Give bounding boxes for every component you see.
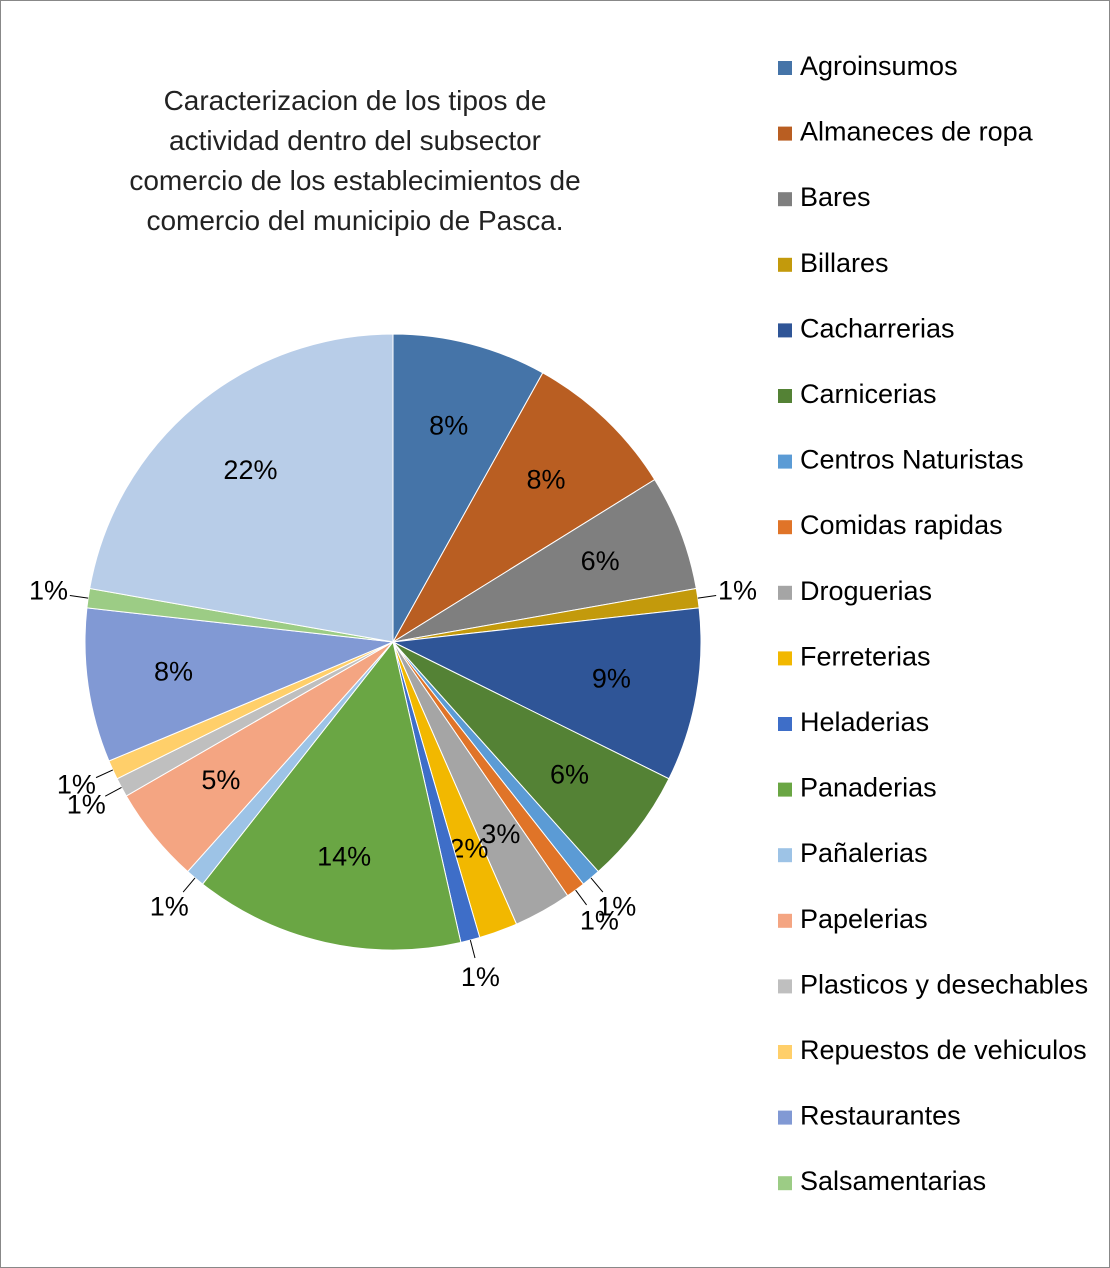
legend-swatch [778,913,792,928]
legend-label: Plasticos y desechables [800,970,1088,1000]
pie-slice [89,333,394,643]
legend-label: Droguerias [800,576,932,606]
legend-swatch [778,257,792,272]
data-label: 1% [580,905,619,935]
data-label: 1% [461,962,500,992]
legend-label: Cacharrerias [800,314,955,344]
leader-line [697,595,717,599]
legend-label: Almaneces de ropa [800,117,1034,147]
leader-line [95,769,114,779]
leader-line [69,595,89,599]
data-label: 6% [581,546,620,576]
pie-slice [84,607,395,762]
legend-label: Agroinsumos [800,51,958,81]
legend-label: Carnicerias [800,379,937,409]
legend-swatch [778,1176,792,1191]
leader-line [590,877,604,893]
data-label: 14% [317,841,371,871]
legend-swatch [778,979,792,994]
data-label: 3% [481,819,520,849]
legend-label: Salsamentarias [800,1166,986,1196]
leader-line [469,940,476,959]
data-label: 8% [154,657,193,687]
data-label: 1% [29,576,68,606]
legend-swatch [778,1045,792,1059]
legend-label: Comidas rapidas [800,510,1003,540]
legend-label: Panaderias [800,773,937,803]
legend-swatch [778,520,792,535]
data-label: 1% [718,576,757,606]
legend-swatch [778,61,792,75]
legend-label: Papelerias [800,904,928,934]
data-label: 6% [550,759,589,789]
legend-swatch [778,782,792,797]
legend-label: Billares [800,248,889,278]
pie-slice [392,641,670,873]
data-label: 5% [201,765,240,795]
leader-line [182,877,196,893]
pie-slice [391,372,656,644]
leader-line [104,787,122,797]
chart-title: Caracterizacion de los tipos de actividad… [129,85,580,236]
leader-line [575,889,587,906]
legend-label: Restaurantes [800,1101,961,1131]
data-label: 1% [57,770,96,800]
pie-slice [201,640,462,951]
data-label: 1% [597,892,636,922]
legend-label: Pañalerias [800,838,928,868]
legend-swatch [778,1110,792,1125]
legend-swatch [778,323,792,338]
data-label: 8% [429,410,468,440]
data-label: 1% [67,789,106,819]
legend-label: Centros Naturistas [800,445,1024,475]
legend-swatch [778,651,792,666]
legend-swatch [778,389,792,403]
legend-label: Bares [800,182,871,212]
legend-swatch [778,454,792,469]
data-label: 8% [527,465,566,495]
legend-swatch [778,848,792,863]
pie-slice [392,333,544,644]
legend-label: Repuestos de vehiculos [800,1035,1087,1065]
data-label: 22% [223,455,277,485]
data-label: 1% [150,892,189,922]
legend-label: Ferreterias [800,642,931,672]
legend-swatch [778,585,792,600]
legend-swatch [778,717,792,731]
legend-swatch [778,192,792,207]
legend-label: Heladerias [800,707,929,737]
data-label: 9% [592,664,631,694]
pie-slice [391,607,702,780]
legend-swatch [778,126,792,141]
